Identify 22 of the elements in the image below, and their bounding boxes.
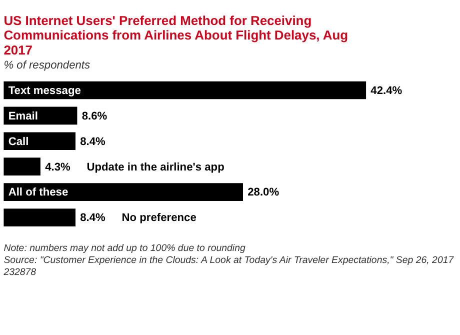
chart-subtitle: % of respondents (4, 59, 90, 72)
data-label: 8.6% (82, 110, 108, 122)
bar (4, 132, 76, 150)
y-tick-label: Email (8, 110, 38, 122)
y-tick-label: Text message (8, 84, 81, 97)
data-label: 8.4% (80, 212, 106, 224)
y-tick-label: Update in the airline's app (86, 161, 225, 174)
source-note: Source: "Customer Experience in the Clouds: A Look at Today's Air Traveler Expectations," Sep 26, 2017 (4, 255, 454, 266)
bar (4, 208, 76, 226)
data-label: 4.3% (45, 161, 70, 174)
y-tick-label: All of these (8, 186, 68, 199)
data-label: 28.0% (248, 186, 280, 199)
y-tick-label: No preference (122, 212, 196, 224)
chart-title: US Internet Users' Preferred Method for Receiving Communications from Airlines About Flight Delays, Aug 2017 (4, 12, 348, 58)
data-label: 8.4% (80, 136, 106, 148)
data-label: 42.4% (370, 84, 402, 97)
bar (4, 158, 40, 176)
bar (4, 183, 243, 201)
text: 232878 (2, 267, 37, 278)
bar (4, 81, 366, 100)
text: Note: numbers may not add up to 100% due to rounding (4, 243, 246, 254)
y-tick-label: Call (8, 136, 29, 148)
